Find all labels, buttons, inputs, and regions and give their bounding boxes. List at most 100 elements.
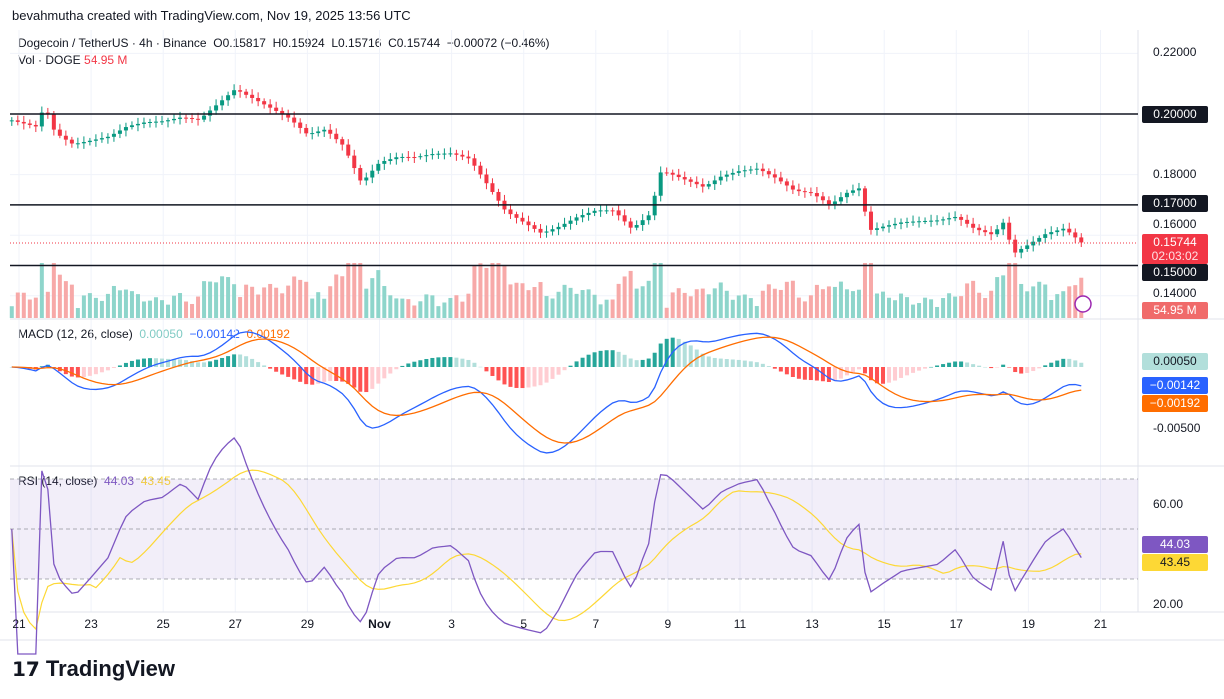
volume-bar <box>550 298 555 318</box>
candle-body <box>544 231 549 233</box>
volume-bar <box>694 289 699 318</box>
candle-body <box>983 230 988 233</box>
candle-body <box>220 100 225 106</box>
volume-bar <box>280 293 285 318</box>
candle-body <box>634 225 639 228</box>
volume-bar <box>532 287 537 318</box>
volume-bar <box>742 294 747 318</box>
volume-bar <box>1037 281 1042 318</box>
candle-body <box>262 101 267 105</box>
macd-histogram-bar <box>502 367 507 385</box>
volume-bar <box>57 274 62 318</box>
volume-bar <box>646 280 651 318</box>
volume-bar <box>442 302 447 318</box>
macd-histogram-bar <box>370 367 375 389</box>
candle-body <box>340 139 345 145</box>
candle-body <box>238 90 243 92</box>
macd-histogram-bar <box>226 356 231 367</box>
candle-body <box>556 226 561 230</box>
candle-body <box>472 158 477 166</box>
volume-bar <box>562 284 567 318</box>
candle-body <box>436 153 441 155</box>
macd-histogram-bar <box>628 358 633 367</box>
macd-histogram-bar <box>406 363 411 367</box>
macd-histogram-bar <box>430 357 435 367</box>
volume-bar <box>688 296 693 318</box>
macd-histogram-bar <box>238 354 243 367</box>
volume-bar <box>844 289 849 318</box>
candle-body <box>874 228 879 230</box>
volume-bar <box>664 307 669 318</box>
macd-histogram-bar <box>814 367 819 381</box>
volume-bar <box>736 295 741 318</box>
volume-bar <box>208 281 213 318</box>
macd-histogram-bar <box>166 358 171 367</box>
candle-body <box>862 188 867 212</box>
candle-body <box>484 174 489 184</box>
macd-histogram-bar <box>532 367 537 387</box>
macd-histogram-bar <box>496 367 501 381</box>
candle-body <box>941 219 946 221</box>
macd-histogram-bar <box>490 367 495 376</box>
volume-bar <box>628 270 633 318</box>
candle-body <box>69 139 74 144</box>
macd-histogram-bar <box>394 367 399 370</box>
candle-body <box>802 191 807 193</box>
macd-histogram-bar <box>947 362 952 367</box>
volume-bar <box>935 306 940 318</box>
macd-histogram-bar <box>466 359 471 367</box>
candle-body <box>887 225 892 227</box>
volume-bar <box>33 297 38 318</box>
macd-histogram-bar <box>400 365 405 367</box>
time-tick: 3 <box>448 617 455 631</box>
macd-histogram-bar <box>592 352 597 367</box>
volume-bar <box>592 294 597 318</box>
volume-bar <box>953 296 958 318</box>
macd-histogram-bar <box>634 360 639 367</box>
candle-body <box>358 168 363 181</box>
macd-histogram-bar <box>220 357 225 367</box>
macd-histogram-bar <box>514 367 519 388</box>
macd-histogram-bar <box>742 360 747 367</box>
macd-histogram-bar <box>274 367 279 372</box>
tradingview-logo[interactable]: 𝟭𝟳 TradingView <box>12 656 175 682</box>
macd-label[interactable]: MACD (12, 26, close) <box>18 327 133 341</box>
candle-body <box>190 118 195 120</box>
time-tick: 11 <box>733 617 747 631</box>
volume-bar <box>514 282 519 318</box>
volume-bar <box>766 284 771 318</box>
candle-body <box>724 174 729 177</box>
volume-bar <box>604 299 609 318</box>
candle-body <box>586 212 591 216</box>
candle-body <box>111 133 116 137</box>
macd-hist-value: 0.00050 <box>139 327 183 341</box>
macd-histogram-bar <box>736 359 741 367</box>
volume-bar <box>166 304 171 318</box>
candle-body <box>274 107 279 111</box>
candle-body <box>99 138 104 140</box>
volume-bar <box>334 274 339 318</box>
candle-body <box>664 172 669 174</box>
volume-bar <box>394 298 399 318</box>
volume-bar <box>862 263 867 318</box>
macd-histogram-bar <box>214 359 219 367</box>
symbol-name[interactable]: Dogecoin / TetherUS · 4h · Binance <box>18 36 207 50</box>
macd-histogram-bar <box>1019 367 1024 374</box>
time-tick: 9 <box>664 617 672 631</box>
macd-histogram-bar <box>298 367 303 382</box>
candle-body <box>850 190 855 193</box>
rsi-label[interactable]: RSI (14, close) <box>18 474 98 488</box>
volume-bar <box>941 298 946 318</box>
volume-bar <box>778 289 783 318</box>
candle-body <box>676 174 681 178</box>
volume-bar <box>412 305 417 318</box>
candle-body <box>1025 245 1030 249</box>
time-tick: 21 <box>12 617 26 631</box>
candle-body <box>784 181 789 186</box>
volume-bar <box>292 276 297 318</box>
volume-bar <box>802 301 807 318</box>
macd-histogram-bar <box>478 366 483 368</box>
macd-histogram-bar <box>382 367 387 379</box>
volume-bar <box>39 263 44 318</box>
